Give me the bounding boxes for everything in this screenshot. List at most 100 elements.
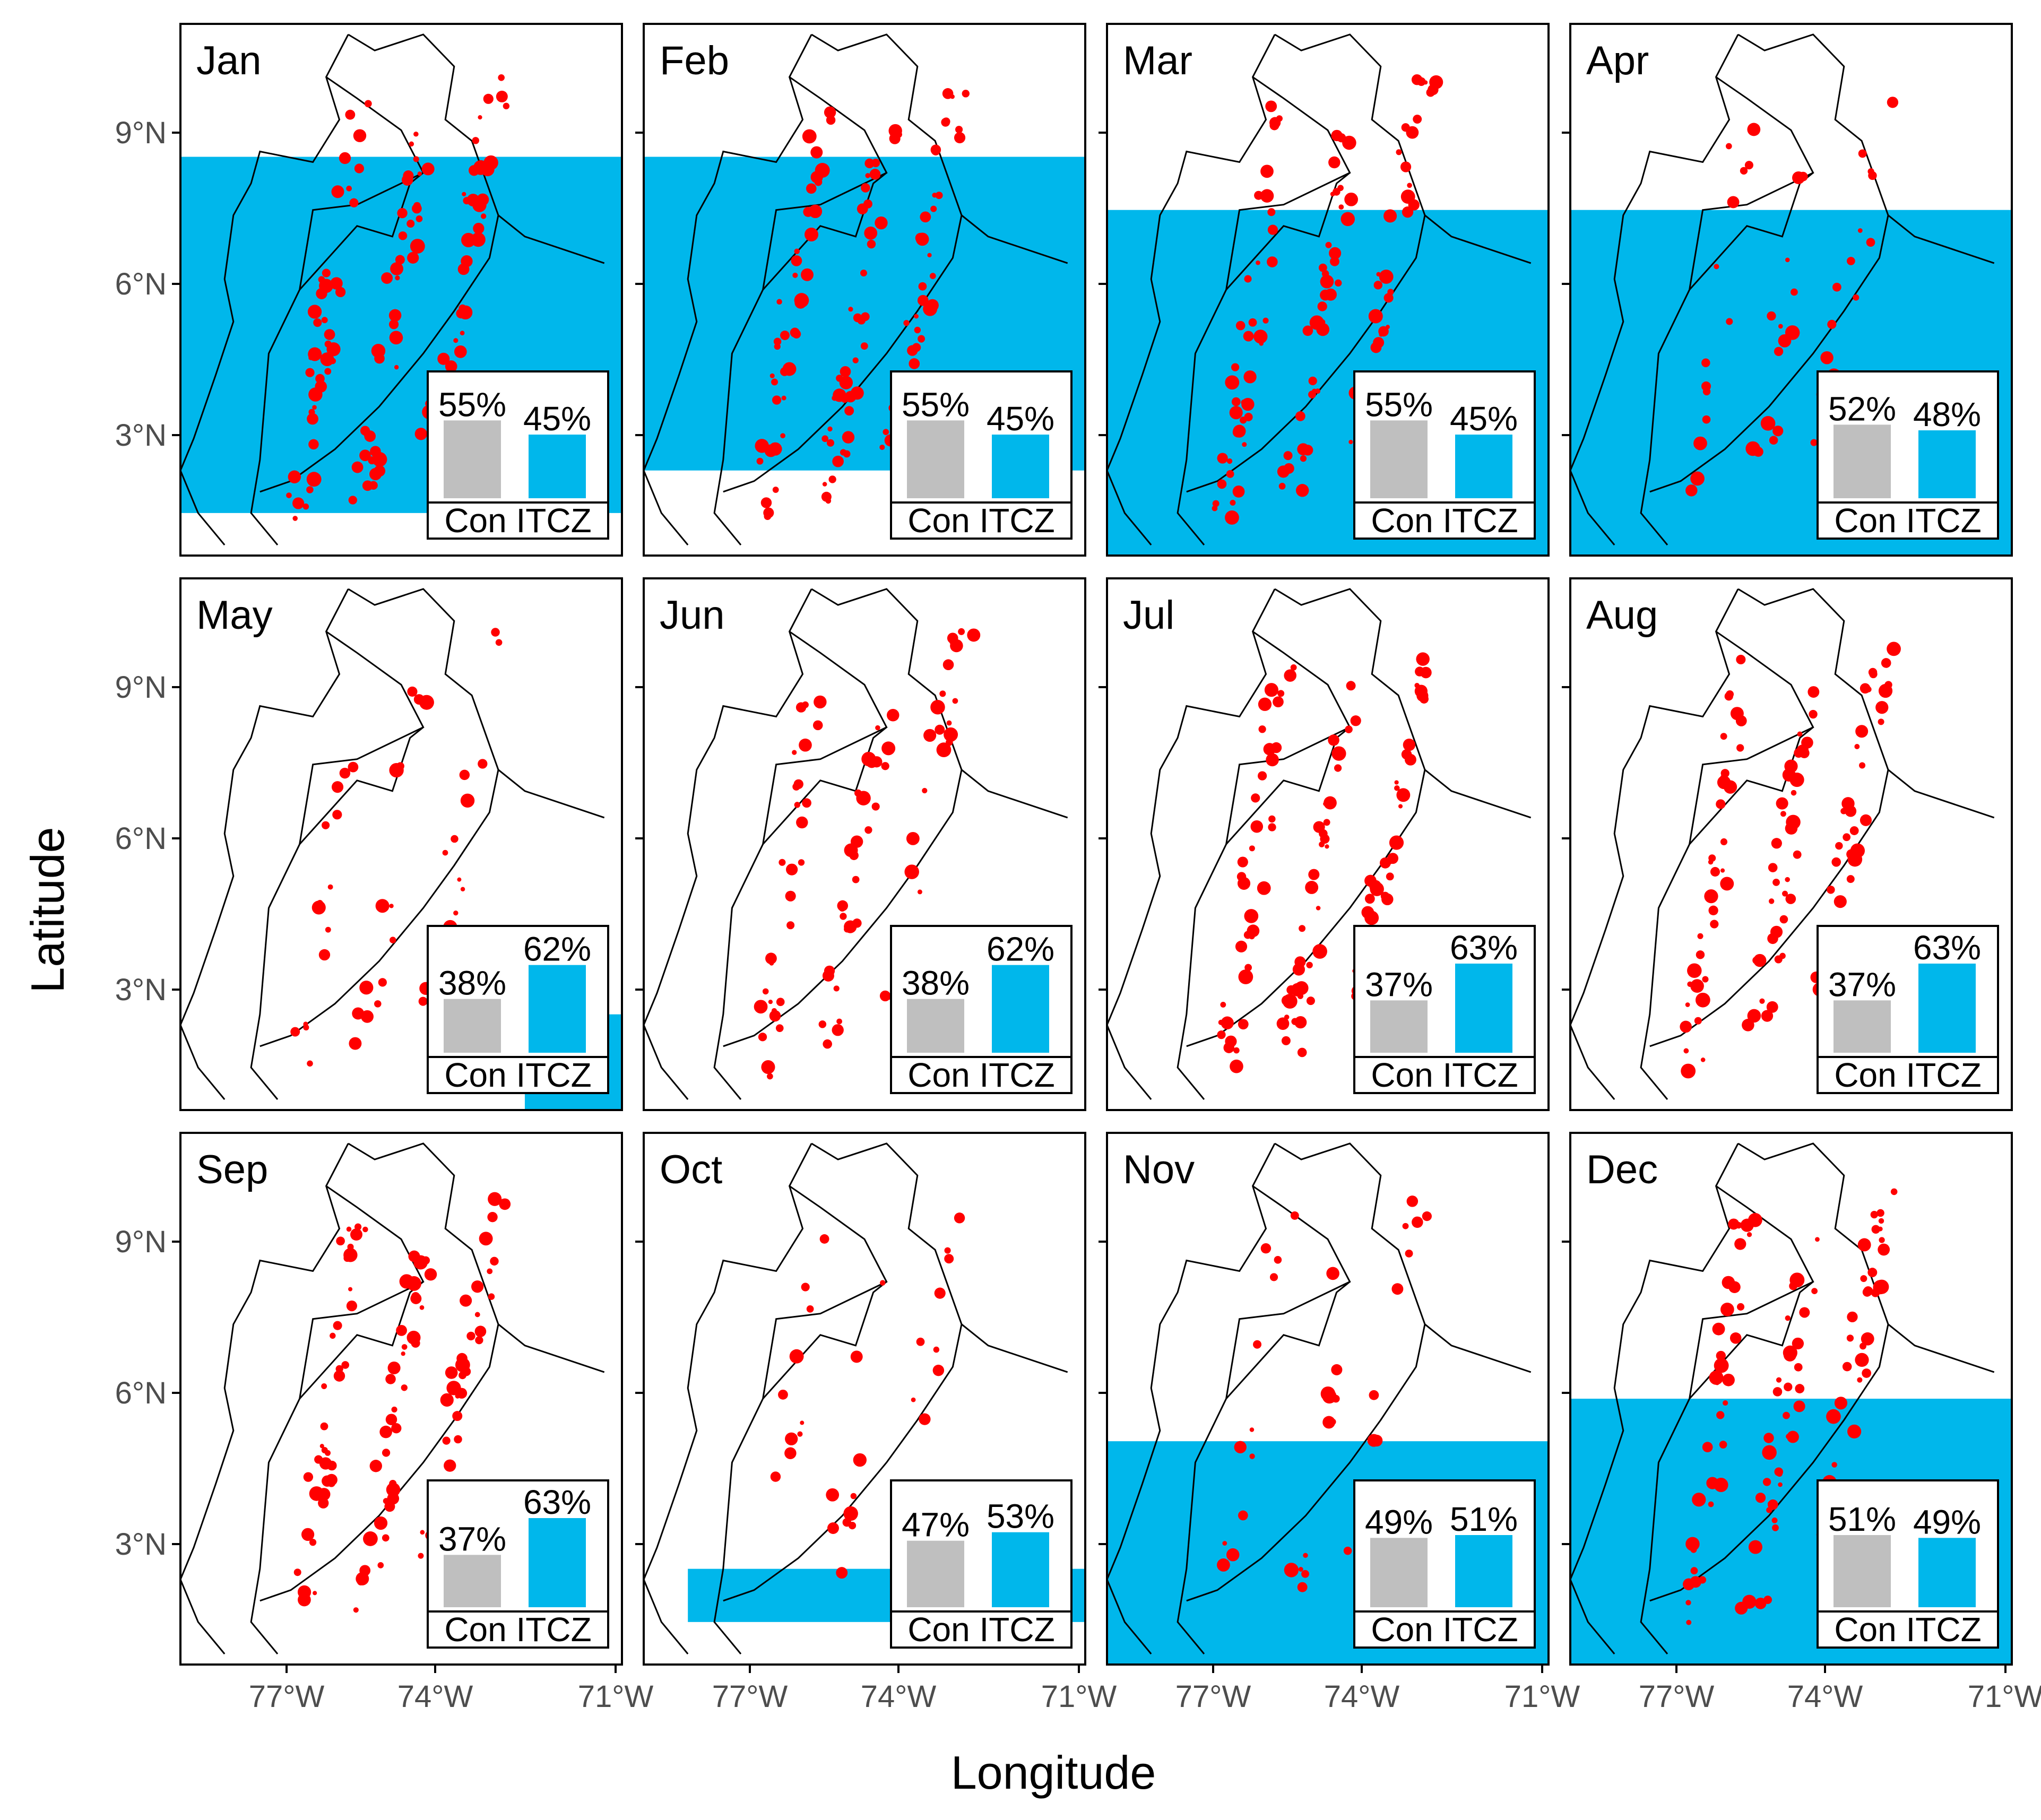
boundary-line (1569, 588, 1739, 1100)
occurrence-speck (871, 756, 883, 768)
occurrence-speck (1316, 323, 1329, 336)
panel-month-label: Jan (196, 38, 262, 83)
occurrence-speck (1237, 856, 1248, 868)
occurrence-speck (286, 492, 292, 498)
occurrence-speck (1402, 1223, 1409, 1229)
occurrence-speck (1370, 342, 1382, 353)
occurrence-speck (879, 990, 891, 1002)
occurrence-speck (308, 355, 314, 360)
boundary-line (723, 769, 963, 1047)
occurrence-speck (958, 628, 965, 635)
occurrence-speck (1862, 1368, 1872, 1378)
occurrence-speck (478, 115, 482, 120)
occurrence-speck (455, 1393, 461, 1399)
occurrence-speck (442, 1436, 451, 1445)
occurrence-speck (1754, 1597, 1767, 1609)
occurrence-speck (386, 1483, 401, 1497)
occurrence-speck (321, 1383, 327, 1389)
panel-month-label: Apr (1586, 38, 1649, 83)
occurrence-speck (466, 1331, 475, 1341)
occurrence-speck (930, 144, 941, 155)
occurrence-speck (1874, 1279, 1889, 1294)
occurrence-speck (491, 628, 500, 637)
occurrence-speck (1742, 1594, 1757, 1609)
lon-tick-label: 77°W (712, 1679, 788, 1714)
lat-tick-label: 6°N (115, 821, 167, 856)
occurrence-speck (758, 1033, 767, 1042)
occurrence-speck (1274, 1256, 1282, 1264)
occurrence-speck (1329, 157, 1339, 166)
boundary-line (1569, 1143, 1739, 1654)
occurrence-speck (1878, 1243, 1890, 1256)
occurrence-speck (1268, 823, 1276, 831)
occurrence-speck (848, 307, 853, 312)
occurrence-speck (354, 163, 365, 174)
occurrence-speck (1260, 1243, 1272, 1254)
occurrence-speck (1726, 318, 1733, 325)
occurrence-speck (1337, 133, 1346, 143)
bar-itcz (992, 965, 1049, 1053)
bar-no-itcz (1370, 1000, 1428, 1053)
occurrence-speck (857, 203, 868, 215)
occurrence-speck (1772, 426, 1784, 437)
occurrence-speck (1269, 120, 1279, 131)
boundary-line (762, 1281, 887, 1400)
bar-no-itcz (1834, 424, 1891, 498)
lon-tick-label: 74°W (1787, 1679, 1863, 1714)
boundary-line (811, 1142, 1068, 1373)
occurrence-speck (788, 367, 792, 372)
occurrence-speck (769, 1010, 781, 1022)
occurrence-speck (1878, 1218, 1884, 1224)
occurrence-speck (418, 1553, 424, 1559)
occurrence-speck (1720, 775, 1725, 779)
occurrence-speck (1870, 1210, 1878, 1219)
occurrence-speck (1233, 1047, 1240, 1054)
boundary-line (299, 172, 424, 291)
inset-axis-label: Con ITCZ (444, 501, 591, 540)
occurrence-speck (1398, 804, 1403, 809)
occurrence-speck (307, 413, 318, 425)
occurrence-speck (303, 1472, 314, 1482)
map-panel-jan: Jan 55% 45% Con ITCZ 9°N 6°N 3°N (115, 23, 623, 557)
occurrence-speck (785, 1432, 798, 1445)
occurrence-speck (1742, 1019, 1754, 1032)
occurrence-speck (396, 1325, 407, 1336)
occurrence-speck (1389, 835, 1404, 850)
boundary-line (1225, 1281, 1351, 1400)
lon-tick-label: 71°W (578, 1679, 654, 1714)
occurrence-speck (1344, 192, 1358, 206)
occurrence-speck (1768, 898, 1775, 904)
occurrence-speck (455, 1357, 470, 1373)
panel-frame (643, 1132, 1086, 1666)
occurrence-speck (1737, 1303, 1745, 1311)
occurrence-speck (1834, 1397, 1848, 1410)
occurrence-speck (1778, 1482, 1783, 1487)
map-panel-dec: Dec 51% 49% Con ITCZ 77°W 74°W 71°W (1562, 1132, 2041, 1714)
occurrence-speck (1273, 696, 1284, 708)
occurrence-speck (407, 220, 415, 228)
boundary-line (250, 1185, 425, 1654)
occurrence-speck (1317, 301, 1327, 311)
occurrence-speck (303, 1021, 308, 1027)
occurrence-speck (330, 1332, 336, 1339)
occurrence-speck (1248, 318, 1257, 327)
occurrence-speck (335, 1365, 343, 1373)
occurrence-speck (424, 1268, 437, 1281)
occurrence-speck (1369, 1390, 1379, 1400)
bar-itcz (529, 1518, 586, 1607)
occurrence-speck (1867, 168, 1874, 175)
bar-label-no-itcz: 37% (1828, 965, 1896, 1003)
occurrence-speck (1234, 1441, 1247, 1453)
occurrence-speck (1249, 1427, 1255, 1432)
boundary-line (713, 76, 888, 545)
bar-label-itcz: 63% (1450, 929, 1518, 967)
occurrence-speck (483, 93, 494, 104)
occurrence-speck (1793, 850, 1802, 859)
occurrence-speck (345, 109, 356, 120)
bar-label-itcz: 51% (1450, 1500, 1518, 1538)
occurrence-speck (1736, 654, 1746, 665)
inset-axis-label: Con ITCZ (1371, 1610, 1518, 1649)
occurrence-speck (413, 156, 419, 162)
occurrence-speck (780, 433, 785, 439)
occurrence-speck (496, 90, 508, 102)
